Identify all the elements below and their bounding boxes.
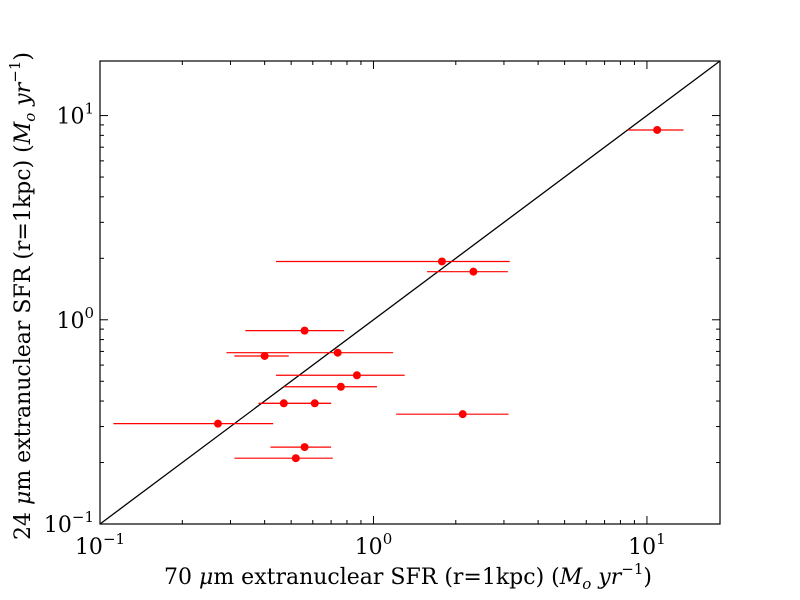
axis-ticks [100,61,720,524]
data-point [300,326,309,335]
plot-frame [99,60,721,525]
data-point [333,348,342,357]
tick-labels: 10−1 100 101 10−1 100 101 [44,100,666,560]
x-tick-label: 101 [628,530,666,560]
y-axis-label: 24 μm extranuclear SFR (r=1kpc) (Mo yr−1… [6,52,39,540]
x-tick-label: 100 [355,530,393,560]
data-point [336,382,345,391]
data-point [653,125,662,134]
reference-line-group [99,60,721,525]
error-bars [113,129,684,459]
y-tick-label: 101 [56,100,94,130]
data-point [352,371,361,380]
data-points [213,125,662,463]
data-point [469,267,478,276]
y-tick-label: 10−1 [44,508,94,538]
one-to-one-line [99,60,721,525]
data-point [291,454,300,463]
y-tick-label: 100 [56,304,94,334]
data-point [437,257,446,266]
data-point [279,399,288,408]
data-point [260,351,269,360]
x-tick-label: 10−1 [75,530,125,560]
data-point [310,399,319,408]
data-point [458,410,467,419]
x-axis-label: 70 μm extranuclear SFR (r=1kpc) (Mo yr−1… [164,560,652,593]
data-point [213,419,222,428]
data-point [300,443,309,452]
